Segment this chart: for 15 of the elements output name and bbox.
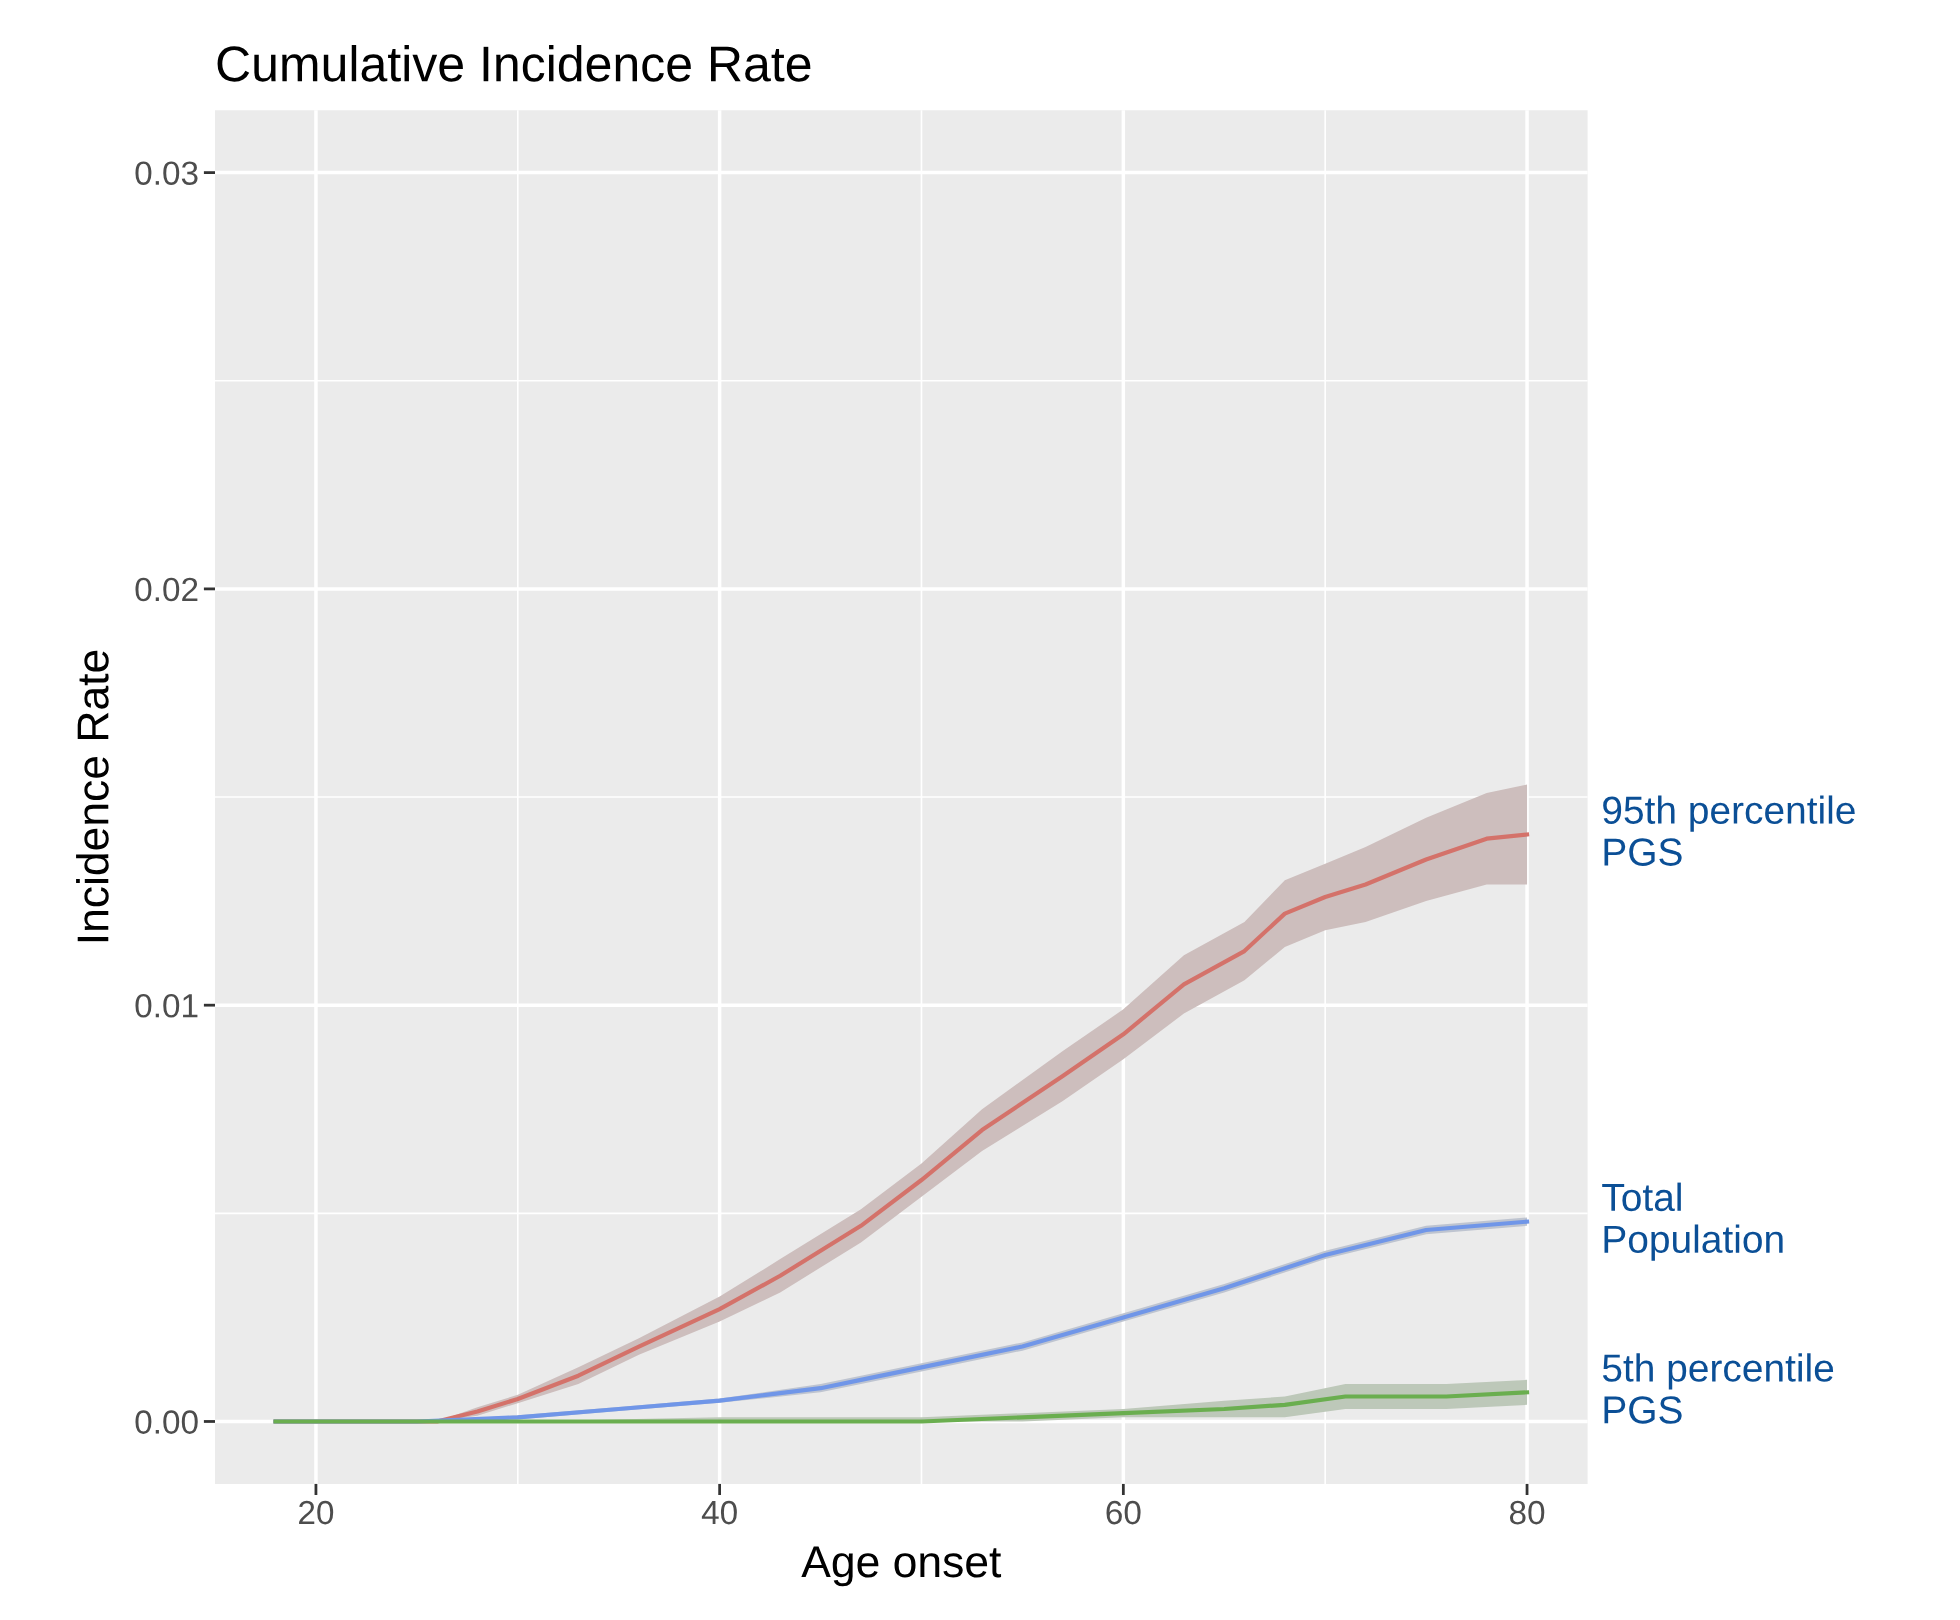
x-tick-label: 80 <box>1509 1500 1545 1525</box>
y-tick-label: 0.00 <box>135 1410 198 1434</box>
y-tick-label: 0.01 <box>135 993 198 1018</box>
x-tick-label: 40 <box>701 1500 737 1525</box>
x-tick-label: 60 <box>1106 1500 1141 1525</box>
series-label: 5th percentile PGS <box>1602 1353 1834 1424</box>
x-tick-label: 20 <box>299 1500 334 1525</box>
y-tick-label: 0.03 <box>135 161 198 186</box>
y-tick-label: 0.02 <box>135 577 198 602</box>
series-label: Total Population <box>1602 1182 1783 1261</box>
y-axis-title: Incidence Rate <box>76 650 109 942</box>
line-series <box>273 1390 1530 1424</box>
series-label: 95th percentile PGS <box>1603 795 1855 866</box>
x-axis-title: Age onset <box>801 1546 1002 1587</box>
chart-title: Cumulative Incidence Rate <box>217 44 811 82</box>
